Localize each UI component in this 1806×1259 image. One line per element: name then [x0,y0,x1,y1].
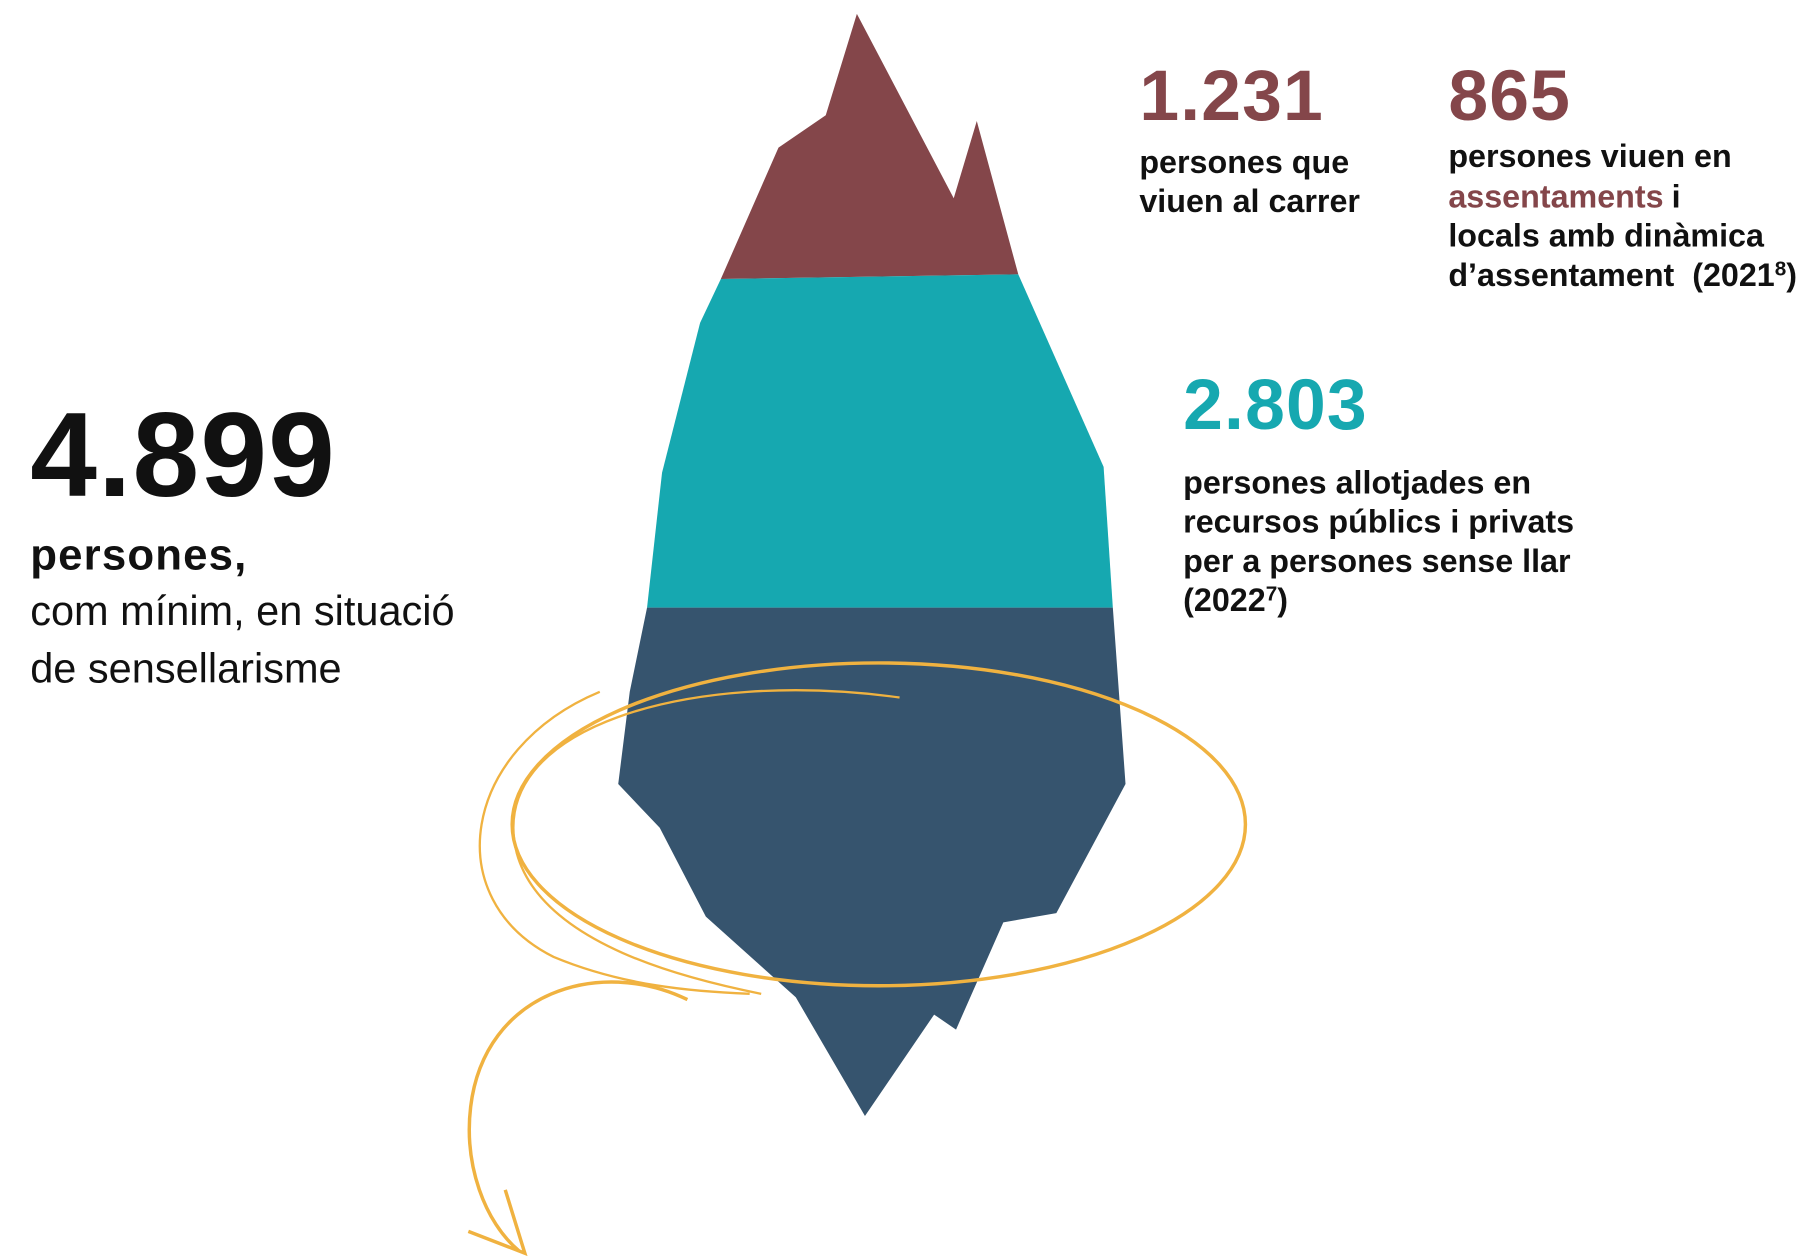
stat-label-part: ) [1786,257,1797,293]
stat-label: locals amb dinàmica [1448,218,1765,254]
stat-label-part: (2022 [1183,582,1266,618]
infographic: 4.899 persones, com mínim, en situació d… [0,0,1806,1259]
stat-label: persones viuen en [1448,138,1731,174]
total-label-bold: persones, [30,531,247,580]
iceberg-top [721,14,1018,279]
footnote-ref: 8 [1775,258,1787,281]
stat-label: recursos públics i privats [1183,504,1574,540]
stat-number: 865 [1448,56,1571,136]
stat-label: per a persones sense llar [1183,543,1571,579]
page: 4.899 persones, com mínim, en situació d… [0,0,1806,1259]
total-label: com mínim, en situació [30,587,454,634]
stat-number: 2.803 [1183,365,1368,445]
arrow-head [468,1190,524,1253]
stat-label-part: i [1672,179,1681,215]
stat-label-part: ) [1277,582,1288,618]
arrow-curve [469,982,687,1251]
stat-label: persones allotjades en [1183,464,1531,500]
stat-label: (20227) [1183,582,1288,618]
highlight: assentaments [1448,179,1663,215]
iceberg-middle [647,274,1113,607]
stat-label: d’assentament (20218) [1448,257,1797,293]
total-number: 4.899 [30,388,336,522]
stat-label: persones que [1139,144,1349,180]
stat-label: viuen al carrer [1139,183,1360,219]
footnote-ref: 7 [1266,583,1278,606]
stat-label-part: d’assentament (2021 [1448,257,1774,293]
stat-number: 1.231 [1139,56,1324,136]
total-label: de sensellarisme [30,645,341,692]
